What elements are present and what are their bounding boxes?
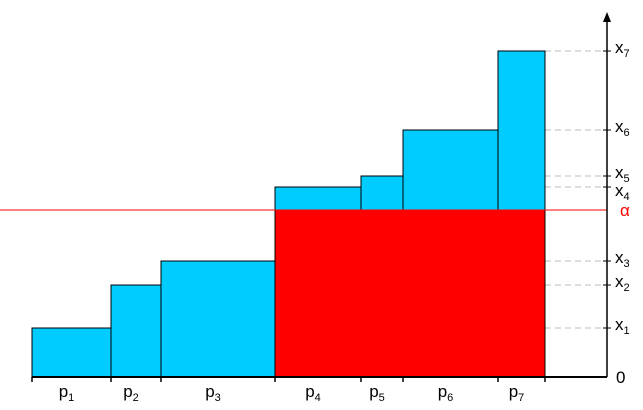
- bar-p1: [31, 327, 112, 378]
- bar-p2: [110, 284, 162, 378]
- label-x5: x5: [615, 163, 630, 185]
- label-x3: x3: [615, 248, 630, 270]
- label-x2: x2: [615, 272, 630, 294]
- label-p3: p3: [205, 382, 221, 404]
- alpha-region: [274, 209, 546, 378]
- label-p6: p6: [438, 382, 454, 404]
- label-p7: p7: [509, 382, 525, 404]
- label-alpha: α: [620, 201, 630, 220]
- p-labels: p1 p2 p3 p4 p5 p6 p7: [59, 382, 525, 404]
- label-x6: x6: [615, 117, 630, 139]
- axis-arrow-icon: [603, 12, 611, 22]
- label-zero: 0: [616, 368, 625, 387]
- label-x7: x7: [615, 38, 630, 60]
- label-p5: p5: [369, 382, 385, 404]
- bar-p3: [160, 260, 276, 378]
- highlight-region: [274, 209, 546, 378]
- label-x1: x1: [615, 315, 630, 337]
- label-x4: x4: [615, 181, 630, 203]
- axes: [31, 12, 611, 382]
- label-p1: p1: [59, 382, 75, 404]
- label-p2: p2: [123, 382, 139, 404]
- guide-lines: [545, 50, 607, 329]
- label-p4: p4: [305, 382, 321, 404]
